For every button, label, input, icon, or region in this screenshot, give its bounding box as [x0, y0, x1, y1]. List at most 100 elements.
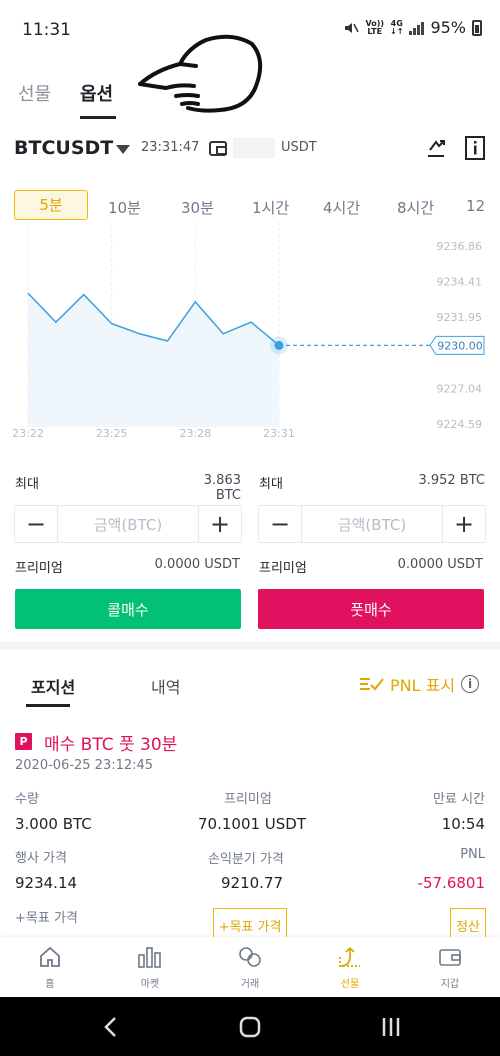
timeframe-8h[interactable]: 8시간: [397, 199, 435, 217]
call-plus-button[interactable]: +: [209, 510, 231, 538]
price-chart[interactable]: 23:22 23:25 23:28 23:31 9236.86 9234.41 9231.9…: [0, 222, 500, 447]
buy-put-button[interactable]: 풋매수: [258, 589, 484, 629]
price-line: [27, 292, 280, 346]
strike-value: 9234.14: [15, 874, 78, 892]
wallet-icon: [209, 141, 227, 156]
battery-icon: [472, 19, 482, 36]
buy-call-button[interactable]: 콜매수: [15, 589, 241, 629]
wallet-icon: [439, 948, 461, 966]
nav-wallet[interactable]: 지갑: [400, 937, 500, 997]
y-tick-label: 9227.04: [437, 382, 483, 395]
put-badge: P: [15, 733, 32, 750]
back-icon[interactable]: [101, 1016, 121, 1038]
y-tick-label: 9224.59: [437, 418, 483, 431]
tab-futures[interactable]: 선물: [18, 84, 52, 105]
balance-unit: USDT: [281, 140, 317, 155]
chevron-down-icon[interactable]: [116, 145, 130, 154]
futures-icon: [339, 946, 360, 967]
put-max-value: 3.952 BTC: [418, 473, 485, 488]
network-icon: 4G ↓↑: [390, 18, 404, 36]
info-document-icon[interactable]: [464, 135, 486, 161]
positions-tab-indicator: [26, 704, 70, 707]
put-amount-input[interactable]: 금액(BTC): [301, 506, 443, 542]
pnl-check-icon: [360, 678, 384, 691]
server-time: 23:31:47: [141, 140, 200, 155]
signal-icon: [409, 21, 425, 35]
nav-home-label: 홈: [45, 978, 55, 990]
nav-market-label: 마켓: [140, 978, 160, 990]
timeframe-12h[interactable]: 12: [466, 197, 486, 215]
x-tick-label: 23:22: [12, 427, 44, 440]
symbol-selector[interactable]: BTCUSDT: [14, 137, 114, 159]
put-amount-stepper: − 금액(BTC) +: [258, 505, 486, 543]
y-tick-label: 9234.41: [437, 275, 483, 288]
system-nav-bar: [0, 997, 500, 1056]
position-title: 매수 BTC 풋 30분: [44, 735, 178, 755]
premium-label: 프리미엄: [224, 792, 272, 807]
pnl-value: -57.6801: [417, 874, 485, 892]
balance-hidden: [233, 138, 275, 158]
take-profit-label[interactable]: +목표 가격: [15, 911, 78, 926]
x-tick-label: 23:25: [96, 427, 128, 440]
pointing-hand-icon: [138, 34, 263, 113]
put-premium-value: 0.0000 USDT: [397, 557, 483, 572]
call-premium-value: 0.0000 USDT: [154, 557, 240, 572]
tab-active-indicator: [80, 116, 116, 119]
breakeven-label: 손익분기 가격: [208, 852, 284, 867]
pnl-toggle[interactable]: PNL 표시 i: [358, 672, 480, 696]
nav-market[interactable]: 마켓: [100, 937, 200, 997]
tab-history[interactable]: 내역: [151, 678, 181, 697]
current-price-dot: [274, 340, 284, 350]
settle-button[interactable]: 정산: [450, 908, 486, 942]
pnl-label: PNL: [460, 847, 485, 862]
transfer-icon[interactable]: [424, 136, 448, 160]
current-price-box: [429, 335, 485, 355]
info-icon[interactable]: i: [461, 675, 480, 693]
call-minus-button[interactable]: −: [25, 510, 47, 538]
call-max-label: 최대: [15, 477, 39, 492]
home-button-icon[interactable]: [238, 1016, 262, 1038]
expiry-value: 10:54: [441, 815, 485, 833]
nav-wallet-label: 지갑: [440, 978, 460, 990]
timeframe-4h[interactable]: 4시간: [323, 199, 361, 217]
strike-label: 행사 가격: [15, 851, 67, 866]
section-divider: [0, 642, 500, 650]
timeframe-5m[interactable]: 5분: [14, 190, 88, 220]
trade-icon: [239, 946, 261, 967]
home-icon: [40, 946, 60, 967]
nav-futures-label: 선물: [340, 978, 360, 990]
volte-icon: Vo)) LTE: [365, 18, 385, 36]
x-tick-label: 23:28: [179, 427, 211, 440]
quantity-value: 3.000 BTC: [15, 815, 92, 833]
mute-icon: [345, 22, 360, 33]
call-amount-input[interactable]: 금액(BTC): [57, 506, 199, 542]
timeframe-10m[interactable]: 10분: [108, 199, 141, 217]
tab-positions[interactable]: 포지션: [31, 678, 76, 697]
premium-value: 70.1001 USDT: [198, 815, 307, 833]
pnl-toggle-label: PNL 표시: [390, 676, 456, 695]
put-minus-button[interactable]: −: [269, 510, 291, 538]
tab-options[interactable]: 옵션: [80, 84, 114, 105]
nav-futures[interactable]: 선물: [300, 937, 400, 997]
status-icons: Vo)) LTE 4G ↓↑ 95%: [343, 18, 482, 37]
call-max-value: 3.863 BTC: [203, 473, 241, 503]
timeframe-1h[interactable]: 1시간: [252, 199, 290, 217]
status-bar: 11:31 Vo)) LTE 4G ↓↑ 95%: [0, 0, 500, 60]
nav-home[interactable]: 홈: [0, 937, 100, 997]
market-icon: [138, 946, 161, 968]
y-tick-label: 9236.86: [437, 240, 483, 253]
recents-icon[interactable]: [380, 1016, 402, 1038]
call-premium-label: 프리미엄: [15, 561, 63, 576]
status-time: 11:31: [22, 20, 71, 40]
nav-trade-label: 거래: [240, 978, 260, 990]
bottom-nav: 홈 마켓 거래 선물 지갑: [0, 937, 500, 997]
position-date: 2020-06-25 23:12:45: [15, 758, 154, 773]
call-amount-stepper: − 금액(BTC) +: [14, 505, 242, 543]
timeframe-30m[interactable]: 30분: [181, 199, 214, 217]
x-tick-label: 23:31: [263, 427, 295, 440]
quantity-label: 수량: [15, 792, 39, 807]
put-plus-button[interactable]: +: [453, 510, 475, 538]
nav-trade[interactable]: 거래: [200, 937, 300, 997]
battery-percent: 95%: [430, 18, 466, 37]
breakeven-value: 9210.77: [221, 874, 284, 892]
